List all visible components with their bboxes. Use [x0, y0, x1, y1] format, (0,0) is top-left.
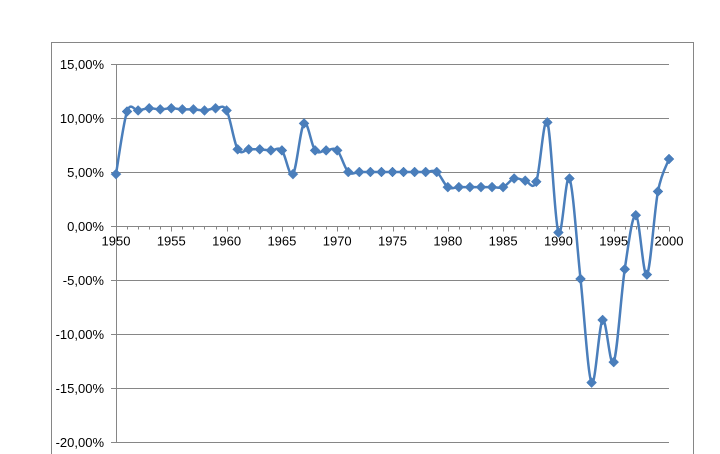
- data-point: [486, 181, 498, 193]
- data-point: [464, 181, 476, 193]
- x-tick-label: 1960: [212, 234, 241, 249]
- x-tick-label: 1950: [102, 234, 131, 249]
- y-tick-label: 5,00%: [67, 165, 104, 180]
- data-point: [608, 356, 620, 368]
- data-point: [210, 102, 221, 114]
- data-point: [342, 166, 354, 178]
- data-point: [652, 186, 664, 197]
- data-point: [442, 181, 454, 193]
- data-point: [553, 227, 564, 238]
- x-tick-label: 1975: [378, 234, 407, 249]
- series-1: [110, 102, 675, 388]
- data-point: [497, 181, 509, 193]
- x-tick-label: 1965: [267, 234, 296, 249]
- y-tick-label: -5,00%: [63, 273, 105, 288]
- data-point: [298, 118, 310, 129]
- y-tick-label: -20,00%: [56, 435, 105, 450]
- data-point: [387, 166, 398, 178]
- y-tick-label: 0,00%: [67, 219, 104, 234]
- x-tick-label: 1955: [157, 234, 186, 249]
- y-tick-label: -15,00%: [56, 381, 105, 396]
- y-tick-label: 10,00%: [60, 111, 105, 126]
- x-tick-label: 1970: [323, 234, 352, 249]
- data-point: [365, 166, 376, 178]
- data-point: [243, 143, 255, 155]
- data-point: [353, 166, 365, 178]
- y-tick-label: 15,00%: [60, 57, 105, 72]
- data-point: [431, 166, 443, 178]
- data-point: [287, 168, 299, 180]
- y-tick-labels: 15,00% 10,00% 5,00% 0,00% -5,00% -10,00% -15,0…: [56, 57, 105, 450]
- data-point: [641, 269, 653, 280]
- data-point: [199, 105, 210, 116]
- data-point: [630, 209, 642, 221]
- data-point: [177, 104, 188, 115]
- data-point: [165, 102, 177, 114]
- data-point: [309, 145, 321, 156]
- y-tick-label: -10,00%: [56, 327, 105, 342]
- data-point: [541, 116, 553, 128]
- data-point: [597, 314, 608, 326]
- x-tick-label: 1980: [433, 234, 462, 249]
- data-point: [188, 104, 199, 115]
- data-point: [575, 273, 586, 285]
- x-tick-label: 1985: [489, 234, 518, 249]
- chart-border: [51, 42, 694, 454]
- data-point: [420, 166, 432, 178]
- data-point: [409, 166, 420, 178]
- data-point: [398, 166, 409, 178]
- x-tick-label: 1995: [599, 234, 628, 249]
- data-point: [221, 105, 232, 116]
- data-point: [320, 145, 332, 156]
- data-point: [276, 145, 288, 156]
- data-point: [110, 168, 122, 180]
- data-point: [663, 153, 675, 165]
- data-point: [121, 106, 133, 117]
- data-point: [254, 143, 266, 155]
- data-point: [232, 143, 244, 155]
- x-tick-labels: 1950 1955 1960 1965 1970 1975 1980 1985 1990 1995…: [102, 234, 684, 249]
- x-tick-label: 2000: [655, 234, 684, 249]
- data-point: [132, 105, 144, 116]
- data-point: [331, 145, 343, 156]
- data-point: [564, 173, 575, 184]
- data-point: [143, 102, 155, 114]
- data-point: [376, 166, 387, 178]
- data-point: [530, 176, 542, 188]
- data-point: [453, 181, 465, 193]
- data-point: [619, 263, 631, 275]
- x-tick-label: 1990: [544, 234, 573, 249]
- data-point: [475, 181, 487, 193]
- data-point: [519, 175, 531, 186]
- data-point: [508, 173, 520, 184]
- data-point: [586, 377, 597, 388]
- data-point: [265, 145, 277, 156]
- data-point: [154, 104, 166, 115]
